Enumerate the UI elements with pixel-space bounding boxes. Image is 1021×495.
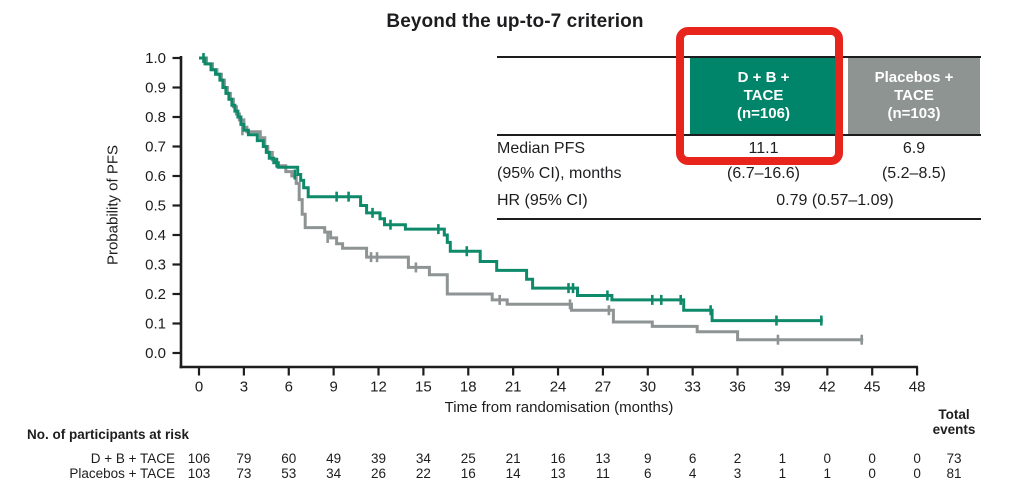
y-tick-label: 0.9 (145, 80, 166, 97)
total-events-header-line2: events (932, 422, 976, 437)
total-events-placebo: 81 (946, 466, 962, 481)
risk-count: 0 (868, 466, 876, 481)
highlight-red-box (676, 27, 843, 165)
y-tick-label: 0.4 (145, 227, 166, 244)
x-tick-label: 12 (370, 379, 387, 396)
x-tick-label: 30 (639, 379, 656, 396)
risk-count: 13 (550, 466, 566, 481)
stats-header-treatment-line1: D + B + (737, 69, 790, 86)
risk-count: 53 (281, 466, 297, 481)
risk-table-heading: No. of participants at risk (27, 427, 190, 442)
y-tick-label: 0.8 (145, 109, 166, 126)
stats-row-label-median: Median PFS (497, 140, 586, 157)
km-curve-treatment (199, 56, 823, 323)
risk-count: 34 (415, 451, 431, 466)
risk-count: 26 (371, 466, 387, 481)
stats-table-top-rule (497, 56, 981, 58)
y-tick-label: 0.3 (145, 257, 166, 274)
risk-count: 9 (644, 451, 652, 466)
x-tick-label: 36 (729, 379, 746, 396)
stats-table-bottom-rule (497, 218, 981, 220)
x-tick-label: 6 (285, 379, 293, 396)
risk-row-label-treatment: D + B + TACE (90, 451, 175, 466)
y-axis-title: Probability of PFS (104, 144, 122, 266)
x-tick-label: 42 (819, 379, 836, 396)
risk-count: 13 (595, 451, 611, 466)
y-tick-label: 0.5 (145, 198, 166, 215)
risk-count: 16 (460, 466, 476, 481)
risk-row-label-placebo: Placebos + TACE (69, 466, 175, 481)
total-events-header-line1: Total (938, 407, 970, 422)
stats-header-treatment-line3: (n=106) (737, 105, 790, 122)
risk-count: 39 (371, 451, 387, 466)
risk-count: 79 (236, 451, 252, 466)
x-tick-label: 33 (684, 379, 701, 396)
y-tick-label: 0.7 (145, 139, 166, 156)
y-tick-label: 1.0 (145, 50, 166, 67)
x-tick-label: 9 (329, 379, 337, 396)
stats-table-mid-rule (497, 134, 981, 136)
risk-count: 6 (688, 451, 697, 466)
y-tick-label: 0.0 (145, 345, 166, 362)
x-tick-label: 48 (909, 379, 926, 396)
risk-count: 21 (505, 451, 521, 466)
risk-count: 60 (281, 451, 297, 466)
x-tick-label: 24 (550, 379, 567, 396)
risk-count: 2 (733, 451, 742, 466)
risk-count: 0 (913, 451, 921, 466)
risk-count: 0 (823, 451, 832, 466)
risk-count: 4 (688, 466, 697, 481)
x-tick-label: 21 (505, 379, 522, 396)
risk-count: 0 (868, 451, 876, 466)
risk-count: 106 (187, 451, 211, 466)
y-tick-label: 0.2 (145, 286, 166, 303)
risk-count: 1 (778, 466, 787, 481)
x-axis-title: Time from randomisation (months) (444, 399, 674, 416)
chart-title: Beyond the up-to-7 criterion (386, 11, 644, 32)
risk-count: 6 (644, 466, 652, 481)
x-tick-label: 27 (595, 379, 612, 396)
risk-count: 16 (550, 451, 566, 466)
stats-header-treatment-line2: TACE (743, 87, 784, 104)
risk-count: 14 (505, 466, 521, 481)
stats-median-placebo: 6.9 (902, 140, 926, 157)
risk-count: 11 (595, 466, 610, 481)
risk-count: 0 (913, 466, 921, 481)
total-events-header: Total events (918, 407, 990, 437)
risk-count: 22 (415, 466, 431, 481)
stats-header-treatment: D + B + TACE (n=106) (690, 58, 837, 134)
x-tick-label: 3 (240, 379, 248, 396)
stats-header-placebo-line3: (n=103) (887, 105, 941, 122)
stats-row-label-ci: (95% CI), months (497, 165, 622, 182)
x-tick-label: 39 (774, 379, 791, 396)
stats-ci-treatment: (6.7–16.6) (727, 165, 800, 182)
stats-header-placebo-line2: TACE (894, 87, 934, 104)
risk-count: 49 (326, 451, 342, 466)
risk-count: 25 (460, 451, 476, 466)
risk-count: 1 (778, 451, 787, 466)
risk-count: 34 (326, 466, 342, 481)
x-tick-label: 18 (460, 379, 477, 396)
stats-hr-value: 0.79 (0.57–1.09) (776, 192, 894, 209)
y-tick-label: 0.6 (145, 168, 166, 185)
total-events-treatment: 73 (946, 451, 962, 466)
x-tick-label: 0 (195, 379, 203, 396)
stats-row-label-hr: HR (95% CI) (497, 192, 588, 209)
stats-header-placebo: Placebos + TACE (n=103) (848, 58, 980, 134)
x-tick-label: 45 (864, 379, 881, 396)
stats-header-placebo-line1: Placebos + (874, 69, 954, 86)
x-tick-label: 15 (415, 379, 432, 396)
risk-count: 3 (733, 466, 742, 481)
stats-ci-placebo: (5.2–8.5) (881, 165, 947, 182)
risk-count: 73 (236, 466, 252, 481)
stats-median-treatment: 11.1 (748, 140, 779, 157)
y-tick-label: 0.1 (145, 316, 166, 333)
risk-count: 103 (187, 466, 211, 481)
risk-count: 1 (823, 466, 832, 481)
